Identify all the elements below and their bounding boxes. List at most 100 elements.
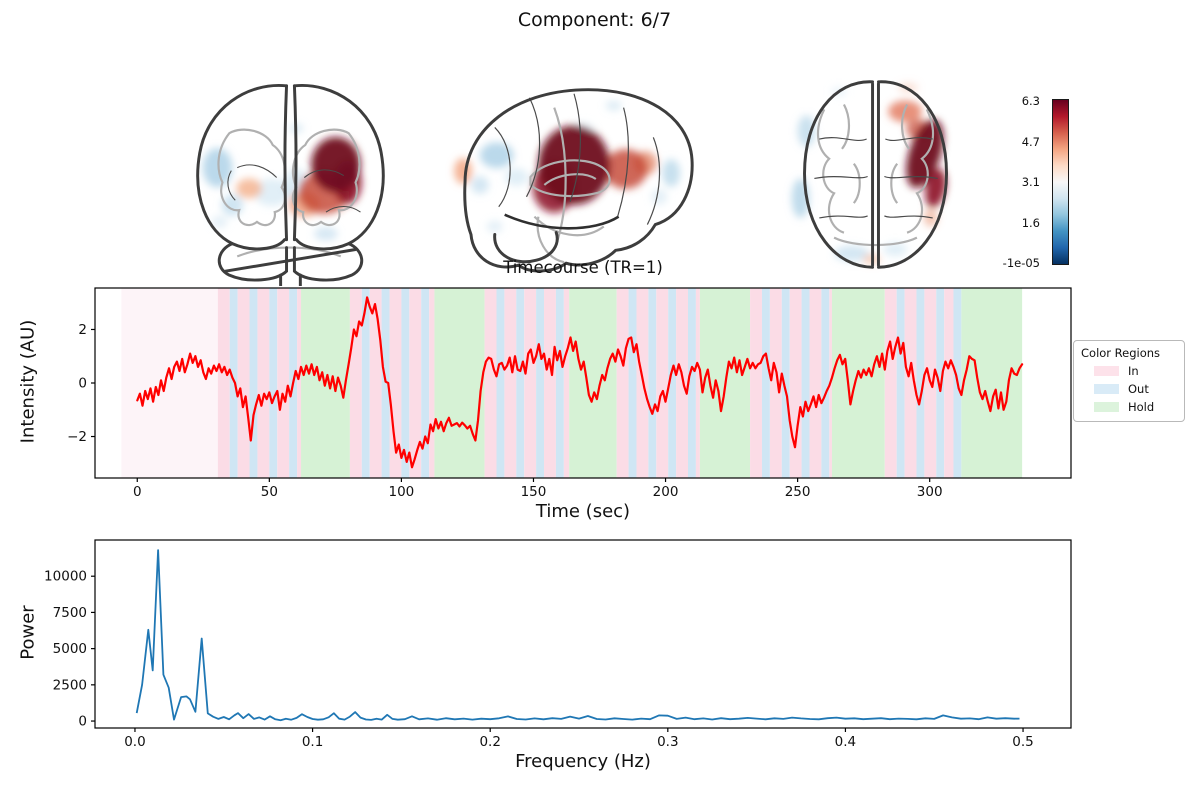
sagittal-brain-outline [463, 88, 694, 273]
color-regions-legend: Color Regions In Out Hold [1073, 340, 1185, 422]
spectrum-x-tick-label: 0.3 [657, 734, 678, 750]
coronal-activation-blobs [202, 123, 362, 241]
timecourse-region-out [628, 288, 637, 478]
timecourse-region-in [616, 288, 629, 478]
sagittal-activation-blobs [454, 100, 681, 233]
timecourse-region-out [821, 288, 830, 478]
timecourse-y-tick-label: −2 [67, 429, 87, 445]
timecourse-region-hold [699, 288, 751, 478]
timecourse-region-hold [301, 288, 350, 478]
timecourse-x-tick-label: 200 [653, 484, 679, 500]
timecourse-region-in [217, 288, 230, 478]
colorbar-tick-label: 4.7 [1021, 134, 1040, 149]
timecourse-region-in [544, 288, 556, 478]
coronal-brain-outline [196, 83, 385, 286]
timecourse-region-out [896, 288, 905, 478]
glass-brain-axial-view [791, 80, 948, 269]
timecourse-region-in [369, 288, 382, 478]
sagittal-sulci-lines [494, 93, 661, 230]
timecourse-region-out [289, 288, 298, 478]
timecourse-region-in [656, 288, 669, 478]
axial-sulci-lines [814, 137, 938, 219]
timecourse-y-tick-label: 0 [78, 376, 87, 392]
figure-title: Component: 6/7 [517, 9, 672, 31]
colorbar-gradient [1052, 99, 1069, 265]
glass-brain-sagittal-view [454, 88, 694, 273]
timecourse-region-in [676, 288, 688, 478]
timecourse-region-in [636, 288, 649, 478]
timecourse-region-hold [961, 288, 1023, 478]
legend-label-hold: Hold [1128, 400, 1155, 414]
timecourse-x-tick-label: 100 [389, 484, 415, 500]
timecourse-y-axis-label: Intensity (AU) [17, 319, 39, 444]
timecourse-signal-line [136, 296, 1024, 469]
timecourse-region-in [297, 288, 302, 478]
timecourse-region-in [750, 288, 762, 478]
timecourse-region-in [409, 288, 422, 478]
timecourse-region-in [524, 288, 537, 478]
colorbar-tick-label: 6.3 [1021, 94, 1040, 108]
timecourse-region-hold [434, 288, 485, 478]
timecourse-region-in [429, 288, 435, 478]
spectrum-x-tick-label: 0.4 [835, 734, 856, 750]
timecourse-x-tick-label: 300 [917, 484, 943, 500]
sagittal-gray-contours [529, 107, 611, 264]
timecourse-region-in [277, 288, 290, 478]
spectrum-x-tick-label: 0.0 [124, 734, 145, 750]
spectrum-y-tick-label: 2500 [53, 677, 87, 693]
timecourse-region-rest [121, 288, 218, 478]
timecourse-region-out [687, 288, 696, 478]
timecourse-region-out [249, 288, 258, 478]
timecourse-x-tick-label: 50 [261, 484, 278, 500]
timecourse-region-out [648, 288, 657, 478]
axial-brain-outline [803, 80, 948, 269]
timecourse-region-out [361, 288, 370, 478]
coronal-sulci-lines [227, 164, 361, 213]
glass-brain-coronal-view [196, 83, 385, 286]
spectrum-y-tick-label: 10000 [44, 569, 87, 585]
timecourse-region-in [349, 288, 362, 478]
timecourse-region-in [904, 288, 917, 478]
timecourse-x-tick-label: 0 [133, 484, 142, 500]
colorbar-tick-label: 3.1 [1021, 175, 1040, 189]
timecourse-region-out [801, 288, 810, 478]
legend-label-in: In [1128, 364, 1139, 378]
timecourse-region-in [829, 288, 832, 478]
timecourse-region-in [504, 288, 517, 478]
timecourse-region-out [761, 288, 770, 478]
timecourse-region-in [563, 288, 570, 478]
timecourse-region-out [421, 288, 430, 478]
timecourse-region-in [237, 288, 250, 478]
timecourse-region-out [781, 288, 790, 478]
legend-swatch-out [1094, 384, 1119, 394]
timecourse-region-in [389, 288, 402, 478]
timecourse-plot-border [94, 287, 1072, 479]
timecourse-region-out [401, 288, 410, 478]
timecourse-region-out [516, 288, 525, 478]
timecourse-x-axis-label: Time (sec) [535, 501, 631, 522]
spectrum-line [135, 549, 1020, 722]
timecourse-region-hold [569, 288, 617, 478]
spectrum-y-tick-label: 0 [78, 714, 87, 730]
spectrum-x-tick-label: 0.5 [1012, 734, 1033, 750]
timecourse-region-out [496, 288, 505, 478]
spectrum-y-tick-label: 7500 [53, 605, 87, 621]
legend-label-out: Out [1128, 382, 1149, 396]
spectrum-x-axis-label: Frequency (Hz) [515, 751, 651, 772]
timecourse-region-out [555, 288, 564, 478]
timecourse-region-in [944, 288, 954, 478]
timecourse-region-in [695, 288, 700, 478]
timecourse-region-out [916, 288, 925, 478]
timecourse-region-in [769, 288, 782, 478]
legend-item-out: Out [1094, 382, 1178, 396]
timecourse-region-out [936, 288, 945, 478]
timecourse-region-in [484, 288, 497, 478]
timecourse-region-hold [831, 288, 885, 478]
timecourse-y-tick-label: 2 [78, 322, 87, 338]
legend-title: Color Regions [1081, 346, 1161, 360]
timecourse-x-tick-label: 150 [521, 484, 547, 500]
timecourse-title: Timecourse (TR=1) [503, 258, 663, 277]
timecourse-region-in [257, 288, 270, 478]
spectrum-x-tick-label: 0.2 [479, 734, 500, 750]
